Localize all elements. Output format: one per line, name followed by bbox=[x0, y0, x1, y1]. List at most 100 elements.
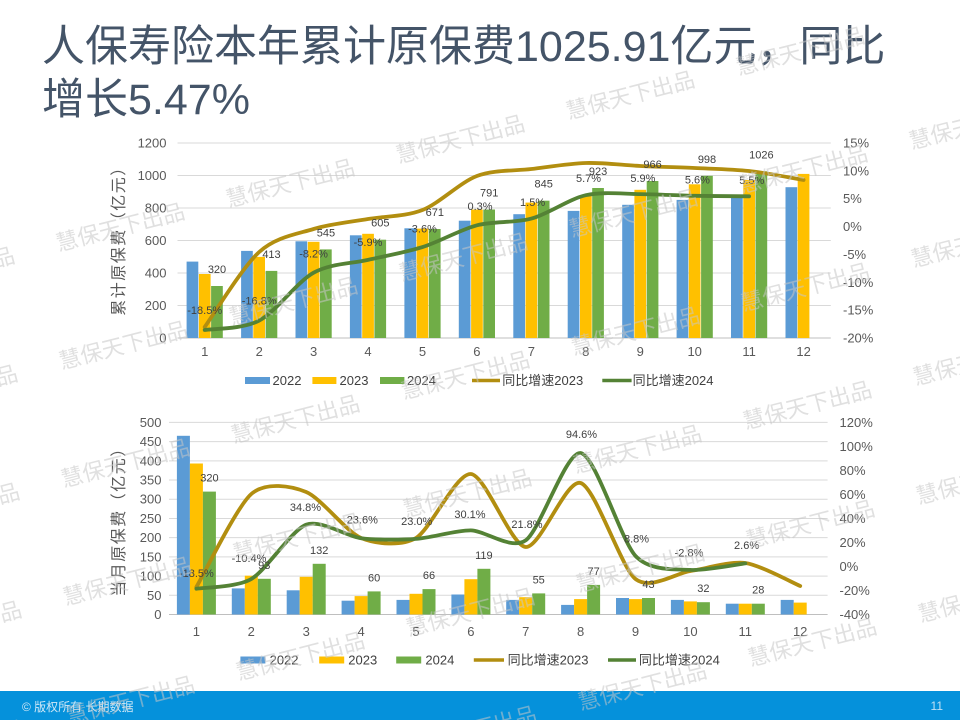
svg-text:4: 4 bbox=[364, 344, 371, 359]
svg-text:8: 8 bbox=[582, 344, 589, 359]
svg-text:200: 200 bbox=[145, 298, 167, 313]
svg-text:32: 32 bbox=[697, 583, 709, 595]
svg-text:同比增速2023: 同比增速2023 bbox=[508, 653, 589, 668]
svg-text:-18.5%: -18.5% bbox=[187, 305, 222, 317]
svg-text:450: 450 bbox=[140, 434, 162, 449]
svg-text:11: 11 bbox=[742, 344, 756, 359]
svg-text:-20%: -20% bbox=[840, 583, 871, 598]
svg-text:3: 3 bbox=[310, 344, 317, 359]
svg-text:同比增速2024: 同比增速2024 bbox=[639, 653, 720, 668]
svg-text:77: 77 bbox=[587, 566, 599, 578]
svg-text:413: 413 bbox=[262, 249, 280, 261]
svg-text:200: 200 bbox=[140, 530, 162, 545]
svg-text:845: 845 bbox=[535, 179, 553, 191]
svg-text:40%: 40% bbox=[840, 511, 866, 526]
svg-text:966: 966 bbox=[643, 159, 661, 171]
svg-text:5.6%: 5.6% bbox=[685, 175, 710, 187]
svg-text:300: 300 bbox=[140, 492, 162, 507]
svg-text:7: 7 bbox=[528, 344, 535, 359]
svg-text:4: 4 bbox=[357, 624, 364, 639]
svg-text:1.5%: 1.5% bbox=[520, 197, 545, 209]
svg-text:-10%: -10% bbox=[843, 275, 874, 290]
svg-text:60%: 60% bbox=[840, 487, 866, 502]
svg-text:2022: 2022 bbox=[270, 653, 299, 668]
svg-text:150: 150 bbox=[140, 549, 162, 564]
svg-text:5.9%: 5.9% bbox=[630, 173, 655, 185]
svg-text:2024: 2024 bbox=[407, 373, 436, 388]
svg-text:20%: 20% bbox=[840, 535, 866, 550]
svg-text:-20%: -20% bbox=[843, 331, 874, 346]
svg-text:5%: 5% bbox=[843, 191, 862, 206]
svg-text:0%: 0% bbox=[840, 559, 859, 574]
svg-text:9: 9 bbox=[637, 344, 644, 359]
svg-text:-8.2%: -8.2% bbox=[299, 249, 328, 261]
svg-text:400: 400 bbox=[140, 453, 162, 468]
svg-text:320: 320 bbox=[200, 473, 218, 485]
svg-text:-5.9%: -5.9% bbox=[354, 237, 383, 249]
svg-text:1: 1 bbox=[193, 624, 200, 639]
svg-text:28: 28 bbox=[752, 585, 764, 597]
svg-text:350: 350 bbox=[140, 473, 162, 488]
svg-text:7: 7 bbox=[522, 624, 529, 639]
svg-text:120%: 120% bbox=[840, 415, 874, 430]
svg-text:119: 119 bbox=[475, 550, 493, 562]
svg-text:12: 12 bbox=[793, 624, 807, 639]
svg-text:791: 791 bbox=[480, 188, 498, 200]
svg-text:2023: 2023 bbox=[348, 653, 377, 668]
svg-text:-18.5%: -18.5% bbox=[179, 568, 214, 580]
svg-text:1200: 1200 bbox=[138, 136, 167, 151]
svg-text:23.0%: 23.0% bbox=[401, 516, 432, 528]
svg-text:2: 2 bbox=[256, 344, 263, 359]
svg-text:同比增速2023: 同比增速2023 bbox=[502, 373, 583, 388]
svg-text:132: 132 bbox=[310, 545, 328, 557]
svg-text:9: 9 bbox=[632, 624, 639, 639]
svg-text:15%: 15% bbox=[843, 136, 869, 151]
svg-text:60: 60 bbox=[368, 572, 380, 584]
svg-text:80%: 80% bbox=[840, 463, 866, 478]
svg-text:66: 66 bbox=[423, 570, 435, 582]
svg-text:-2.8%: -2.8% bbox=[675, 548, 704, 560]
svg-text:5: 5 bbox=[412, 624, 419, 639]
svg-text:671: 671 bbox=[426, 207, 444, 219]
svg-text:8: 8 bbox=[577, 624, 584, 639]
svg-text:-15%: -15% bbox=[843, 303, 874, 318]
svg-text:1026: 1026 bbox=[749, 149, 773, 161]
svg-text:605: 605 bbox=[371, 218, 389, 230]
svg-text:-5%: -5% bbox=[843, 247, 867, 262]
svg-text:当月原保费（亿元）: 当月原保费（亿元） bbox=[110, 439, 128, 597]
svg-text:34.8%: 34.8% bbox=[290, 502, 321, 514]
svg-text:93: 93 bbox=[258, 560, 270, 572]
svg-text:0.3%: 0.3% bbox=[467, 201, 492, 213]
svg-text:10: 10 bbox=[687, 344, 701, 359]
svg-text:320: 320 bbox=[208, 264, 226, 276]
svg-text:100: 100 bbox=[140, 569, 162, 584]
svg-text:1000: 1000 bbox=[138, 168, 167, 183]
svg-text:545: 545 bbox=[317, 227, 335, 239]
svg-text:5: 5 bbox=[419, 344, 426, 359]
svg-text:23.6%: 23.6% bbox=[347, 515, 378, 527]
svg-text:10: 10 bbox=[683, 624, 697, 639]
svg-text:21.8%: 21.8% bbox=[511, 519, 542, 531]
svg-text:8.8%: 8.8% bbox=[624, 534, 649, 546]
svg-text:400: 400 bbox=[145, 266, 167, 281]
svg-text:500: 500 bbox=[140, 415, 162, 430]
svg-text:2: 2 bbox=[248, 624, 255, 639]
svg-text:600: 600 bbox=[145, 233, 167, 248]
svg-text:10%: 10% bbox=[843, 163, 869, 178]
svg-text:100%: 100% bbox=[840, 439, 874, 454]
svg-text:998: 998 bbox=[698, 154, 716, 166]
svg-text:12: 12 bbox=[796, 344, 810, 359]
svg-text:0: 0 bbox=[154, 607, 161, 622]
svg-text:800: 800 bbox=[145, 201, 167, 216]
svg-text:同比增速2024: 同比增速2024 bbox=[633, 373, 714, 388]
svg-text:2024: 2024 bbox=[425, 653, 454, 668]
svg-text:0%: 0% bbox=[843, 219, 862, 234]
svg-text:2022: 2022 bbox=[273, 373, 302, 388]
svg-text:30.1%: 30.1% bbox=[454, 509, 485, 521]
svg-text:-16.8%: -16.8% bbox=[242, 296, 277, 308]
svg-text:50: 50 bbox=[147, 588, 161, 603]
svg-text:-40%: -40% bbox=[840, 607, 871, 622]
svg-text:6: 6 bbox=[467, 624, 474, 639]
svg-text:1: 1 bbox=[201, 344, 208, 359]
svg-text:-3.6%: -3.6% bbox=[408, 224, 437, 236]
